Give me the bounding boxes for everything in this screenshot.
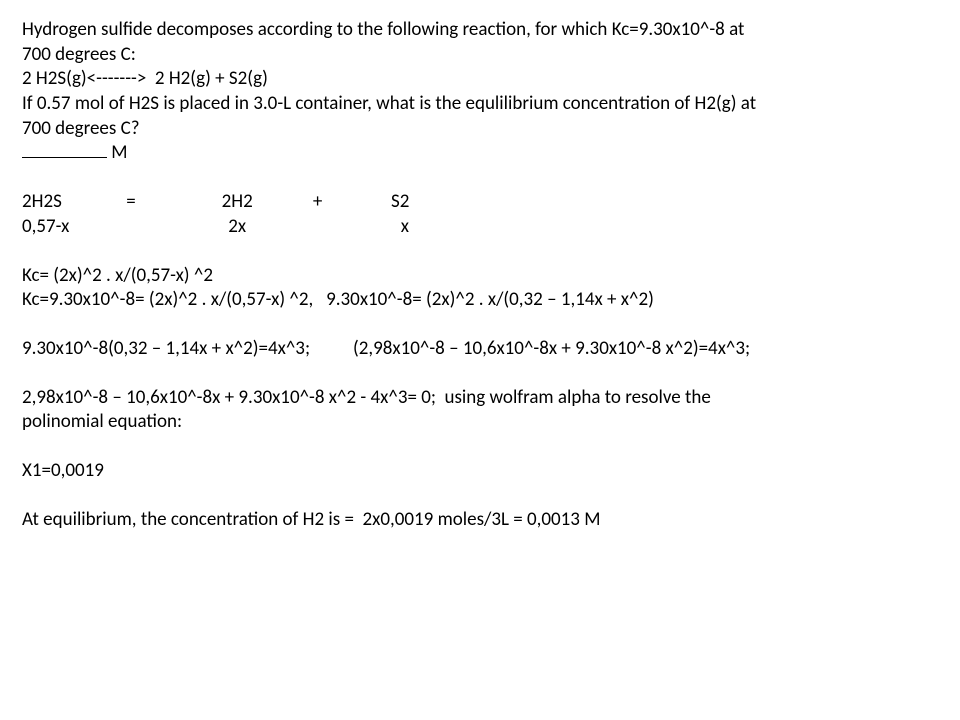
kc-expression-1: Kc= (2x)^2 . x/(0,57-x) ^2 xyxy=(22,264,938,289)
spacer xyxy=(22,313,938,337)
answer-blank-underline xyxy=(22,157,107,158)
answer-unit: M xyxy=(107,141,128,164)
spacer xyxy=(22,166,938,190)
final-answer: At equilibrium, the concentration of H2 … xyxy=(22,508,938,533)
answer-blank-line: M xyxy=(22,141,938,166)
kc-expression-2: Kc=9.30x10^-8= (2x)^2 . x/(0,57-x) ^2, 9… xyxy=(22,288,938,313)
spacer xyxy=(22,362,938,386)
spacer xyxy=(22,484,938,508)
ice-header-row: 2H2S = 2H2 + S2 xyxy=(22,190,938,215)
problem-line-4: If 0.57 mol of H2S is placed in 3.0-L co… xyxy=(22,92,938,117)
ice-change-row: 0,57-x 2x x xyxy=(22,215,938,240)
reaction-equation: 2 H2S(g)<-------> 2 H2(g) + S2(g) xyxy=(22,67,938,92)
problem-line-2: 700 degrees C: xyxy=(22,43,938,68)
work-step-2b: polinomial equation: xyxy=(22,410,938,435)
x1-solution: X1=0,0019 xyxy=(22,459,938,484)
spacer xyxy=(22,240,938,264)
problem-line-5: 700 degrees C? xyxy=(22,117,938,142)
problem-line-1: Hydrogen sulfide decomposes according to… xyxy=(22,18,938,43)
work-step-1: 9.30x10^-8(0,32 – 1,14x + x^2)=4x^3; (2,… xyxy=(22,337,938,362)
spacer xyxy=(22,435,938,459)
work-step-2a: 2,98x10^-8 – 10,6x10^-8x + 9.30x10^-8 x^… xyxy=(22,386,938,411)
